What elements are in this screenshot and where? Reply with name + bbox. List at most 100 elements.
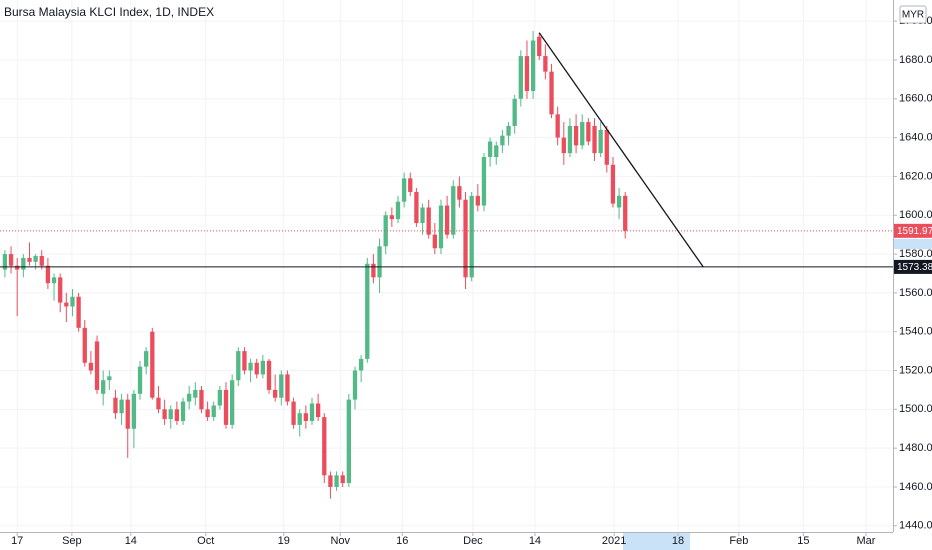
- candle-body: [346, 399, 351, 484]
- last-price-badge: [894, 223, 932, 238]
- candle-body: [51, 277, 57, 284]
- y-tick-label: 1560.00: [899, 287, 932, 299]
- candle-body: [438, 205, 444, 249]
- x-tick-label: Nov: [330, 535, 350, 547]
- candle-body: [230, 380, 235, 425]
- candle-body: [15, 265, 20, 270]
- candle-body: [555, 114, 560, 138]
- candle-body: [168, 409, 173, 420]
- candle-body: [420, 207, 425, 224]
- candle-body: [76, 296, 81, 328]
- candle-body: [88, 362, 94, 371]
- candle-body: [236, 351, 241, 381]
- candle-body: [119, 399, 124, 414]
- candle-body: [39, 256, 44, 266]
- candle-body: [389, 215, 394, 220]
- candle-body: [512, 98, 517, 126]
- candle-body: [297, 413, 302, 425]
- candle-body: [598, 129, 603, 154]
- candle-body: [70, 296, 75, 307]
- candle-body: [365, 263, 370, 359]
- price-range-highlight: [894, 239, 932, 249]
- candle-body: [475, 195, 480, 206]
- overlays: 1573.38 1591.97: [0, 32, 932, 274]
- candle-body: [432, 234, 437, 249]
- candle-body: [463, 199, 468, 278]
- candle-body: [144, 351, 149, 367]
- x-tick-label: 15: [797, 535, 809, 547]
- candle-body: [113, 397, 118, 414]
- x-tick-label: 19: [278, 535, 290, 547]
- candle-body: [573, 125, 579, 146]
- candle-body: [567, 125, 573, 154]
- candle-body: [131, 393, 137, 429]
- candle-body: [82, 327, 87, 363]
- candle-body: [616, 195, 622, 208]
- candle-body: [285, 374, 290, 402]
- candle-body: [315, 403, 321, 418]
- candle-body: [291, 401, 296, 425]
- candle-body: [21, 257, 26, 270]
- candle-body: [457, 186, 462, 200]
- x-tick-label: Mar: [857, 535, 876, 547]
- candle-body: [107, 376, 112, 381]
- candle-body: [137, 366, 143, 394]
- candle-body: [223, 389, 229, 425]
- candle-body: [334, 475, 339, 487]
- x-tick-label: 14: [125, 535, 137, 547]
- candle-body: [180, 401, 186, 421]
- candle-body: [524, 56, 530, 92]
- horizontal-line-label: 1573.38: [897, 262, 932, 273]
- currency-badge[interactable]: [899, 5, 927, 24]
- candle-body: [414, 191, 419, 224]
- candle-body: [211, 405, 216, 418]
- y-tick-label: 1640.00: [899, 132, 932, 144]
- chart-title: Bursa Malaysia KLCI Index, 1D, INDEX: [4, 5, 214, 19]
- candle-body: [8, 254, 14, 266]
- candle-body: [586, 122, 591, 142]
- y-tick-label: 1460.00: [899, 481, 932, 493]
- x-tick-label: 17: [11, 535, 23, 547]
- candle-body: [2, 254, 8, 270]
- candle-body: [309, 403, 315, 421]
- candle-body: [322, 417, 327, 476]
- candle-body: [162, 409, 167, 420]
- x-tick-label: Dec: [463, 535, 483, 547]
- candle-body: [580, 122, 585, 146]
- candle-body: [451, 186, 456, 235]
- x-tick-label: 16: [396, 535, 408, 547]
- candle-body: [444, 205, 450, 235]
- trend-line: [538, 32, 704, 268]
- candle-body: [561, 137, 566, 154]
- candle-body: [242, 351, 247, 371]
- candle-body: [604, 129, 609, 165]
- y-tick-label: 1540.00: [899, 326, 932, 338]
- candle-body: [150, 331, 155, 398]
- candle-body: [358, 358, 364, 371]
- x-tick-label: Oct: [197, 535, 214, 547]
- candle-body: [371, 263, 376, 278]
- y-tick-label: 1680.00: [899, 54, 932, 66]
- candle-body: [217, 389, 223, 406]
- candle-body: [623, 195, 628, 231]
- last-price-label: 1591.97: [897, 226, 932, 237]
- date-range-highlight: [623, 533, 690, 550]
- candle-body: [426, 207, 431, 235]
- candle-body: [266, 360, 272, 390]
- candle-body: [592, 125, 597, 154]
- candle-body: [469, 195, 474, 278]
- candle-body: [549, 71, 554, 115]
- candles: [2, 30, 628, 499]
- candle-body: [377, 246, 382, 278]
- candle-body: [518, 56, 523, 99]
- candle-body: [94, 341, 100, 390]
- candle-body: [272, 389, 278, 398]
- candle-body: [537, 36, 542, 57]
- x-tick-label: 2021: [602, 535, 626, 547]
- candle-body: [33, 256, 38, 262]
- candle-body: [174, 409, 180, 421]
- candle-body: [352, 370, 358, 400]
- candle-body: [199, 389, 204, 410]
- y-tick-label: 1500.00: [899, 403, 932, 415]
